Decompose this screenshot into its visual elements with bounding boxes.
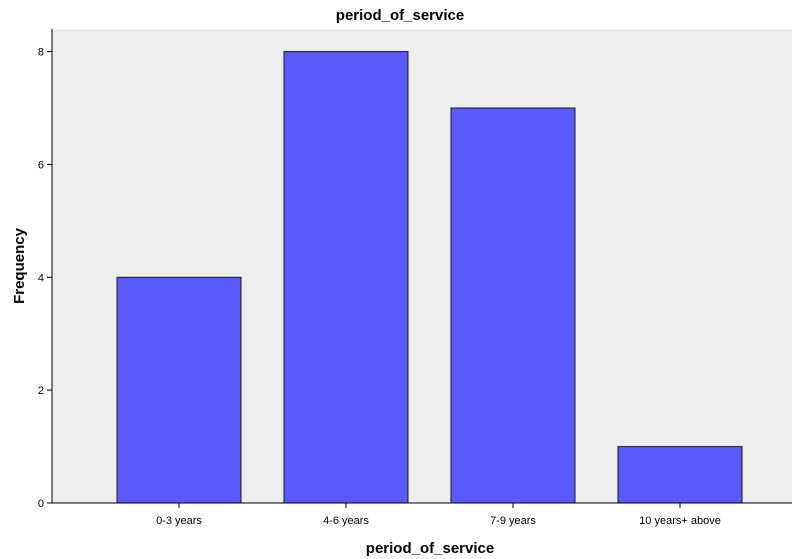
chart-title: period_of_service — [336, 7, 464, 24]
y-axis-label: Frequency — [11, 227, 28, 304]
x-tick-label: 4-6 years — [323, 515, 369, 527]
x-tick-label: 0-3 years — [156, 515, 202, 527]
y-tick-label: 2 — [38, 385, 44, 397]
x-axis-label: period_of_service — [366, 540, 494, 557]
x-tick-label: 10 years+ above — [639, 515, 721, 527]
bar — [283, 51, 409, 504]
bars — [116, 51, 743, 504]
y-tick-label: 8 — [38, 47, 44, 59]
x-axis-ticks: 0-3 years 4-6 years 7-9 years 10 years+ abo… — [156, 503, 721, 527]
x-tick-label: 7-9 years — [490, 515, 536, 527]
bar — [450, 107, 576, 504]
y-tick-label: 0 — [38, 498, 44, 510]
bar — [617, 446, 743, 504]
y-axis-ticks: 0 2 4 6 8 — [38, 47, 52, 510]
y-tick-label: 4 — [38, 272, 44, 284]
bar — [116, 276, 242, 504]
y-tick-label: 6 — [38, 159, 44, 171]
